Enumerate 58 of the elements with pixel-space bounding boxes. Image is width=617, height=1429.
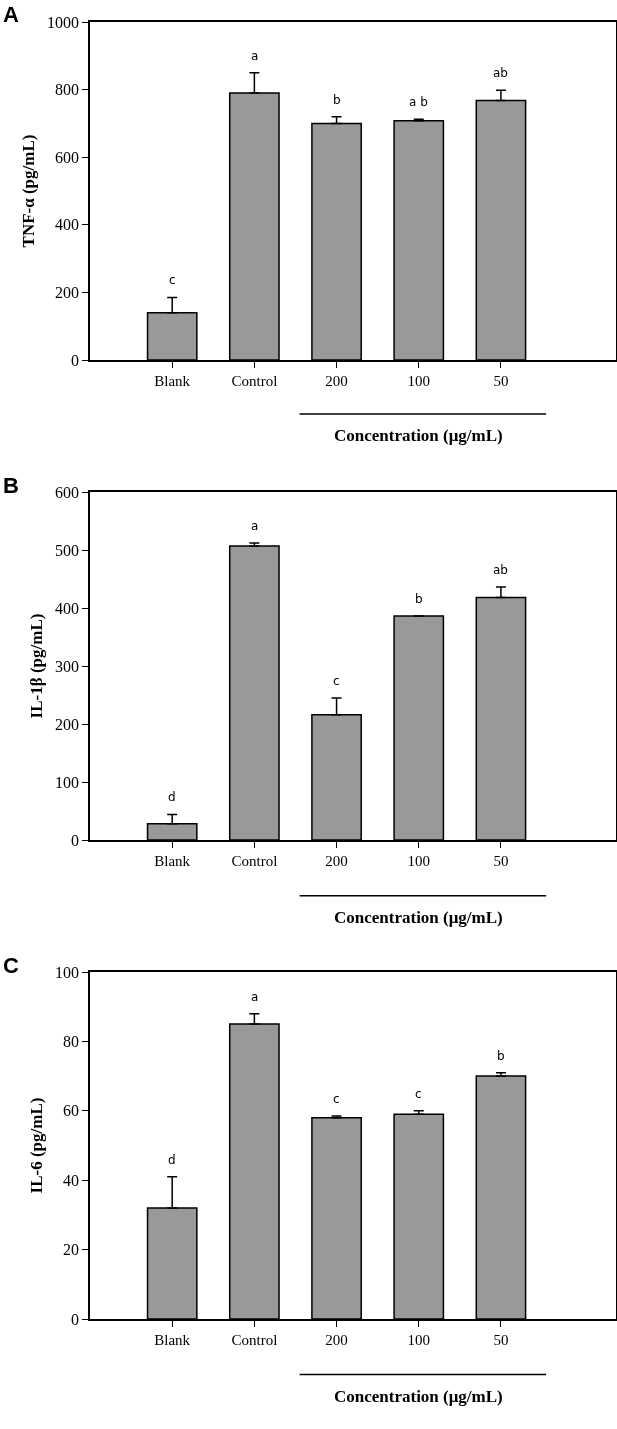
y-tick-label: 500 bbox=[55, 541, 80, 559]
y-tick-label: 0 bbox=[71, 351, 80, 369]
annotation: a b bbox=[409, 95, 428, 109]
y-tick-label: 200 bbox=[55, 284, 80, 301]
y-tick-label: 600 bbox=[55, 483, 80, 501]
chart-title: C bbox=[3, 952, 20, 978]
y-tick-label: 1000 bbox=[47, 13, 80, 31]
chart-title: B bbox=[3, 472, 19, 498]
annotation: ab bbox=[493, 563, 508, 577]
y-axis-title: TNF-α (pg/mL) bbox=[19, 134, 39, 248]
x-tick-label: 100 bbox=[407, 1331, 430, 1348]
x-axis-title: Concentration (μg/mL) bbox=[334, 908, 503, 927]
x-tick-label: 200 bbox=[325, 1331, 348, 1348]
annotation: c bbox=[169, 273, 176, 287]
x-tick-label: 50 bbox=[493, 852, 509, 869]
y-tick-label: 100 bbox=[55, 773, 80, 791]
y-tick-label: 400 bbox=[55, 216, 80, 234]
y-tick-label: 100 bbox=[55, 963, 80, 981]
y-tick-label: 800 bbox=[55, 81, 80, 99]
y-tick-label: 400 bbox=[55, 599, 80, 617]
y-axis-title: IL-6 (pg/mL) bbox=[27, 1097, 47, 1194]
x-tick-label: Control bbox=[231, 372, 278, 389]
annotation: a bbox=[251, 519, 259, 533]
x-tick-label: 100 bbox=[407, 852, 430, 869]
x-tick-label: 200 bbox=[325, 852, 348, 869]
annotation: a bbox=[251, 49, 259, 63]
y-tick-label: 300 bbox=[55, 657, 80, 675]
annotation: b bbox=[497, 1049, 505, 1063]
annotation: b bbox=[415, 592, 423, 606]
annotation: ab bbox=[493, 66, 508, 80]
x-tick-label: Control bbox=[231, 852, 278, 869]
x-tick-label: 50 bbox=[493, 372, 509, 389]
y-tick-label: 0 bbox=[71, 1310, 80, 1328]
annotation: b bbox=[333, 93, 341, 107]
x-tick-label: 50 bbox=[493, 1331, 509, 1348]
x-tick-label: Blank bbox=[154, 852, 191, 869]
x-axis-title: Concentration (μg/mL) bbox=[334, 1387, 503, 1406]
x-tick-label: Blank bbox=[154, 1331, 191, 1348]
y-tick-label: 0 bbox=[71, 831, 80, 849]
annotation: d bbox=[168, 790, 176, 804]
annotation: c bbox=[415, 1087, 422, 1101]
annotation: c bbox=[333, 1092, 340, 1106]
x-tick-label: Blank bbox=[154, 372, 191, 389]
x-axis-title: Concentration (μg/mL) bbox=[334, 426, 503, 445]
annotation: a bbox=[251, 990, 259, 1004]
annotation: d bbox=[168, 1153, 176, 1167]
y-tick-label: 600 bbox=[55, 148, 80, 166]
annotation: c bbox=[333, 674, 340, 688]
y-tick-label: 60 bbox=[63, 1102, 80, 1120]
y-tick-label: 20 bbox=[63, 1241, 80, 1259]
x-tick-label: Control bbox=[231, 1331, 278, 1348]
y-axis-title: IL-1β (pg/mL) bbox=[27, 613, 47, 719]
x-tick-label: 100 bbox=[407, 372, 430, 389]
chart-title: A bbox=[3, 2, 20, 28]
x-tick-label: 200 bbox=[325, 372, 348, 389]
y-tick-label: 200 bbox=[55, 715, 80, 733]
y-tick-label: 40 bbox=[63, 1171, 80, 1189]
y-tick-label: 80 bbox=[63, 1033, 80, 1050]
